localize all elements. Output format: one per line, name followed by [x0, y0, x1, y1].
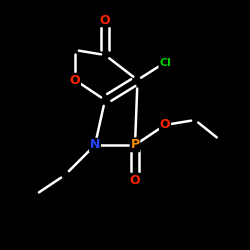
Text: P: P: [130, 138, 140, 151]
Text: O: O: [100, 14, 110, 26]
Text: O: O: [70, 74, 80, 86]
Text: N: N: [90, 138, 100, 151]
Text: Cl: Cl: [159, 58, 171, 68]
Text: O: O: [160, 118, 170, 132]
Text: O: O: [130, 174, 140, 186]
